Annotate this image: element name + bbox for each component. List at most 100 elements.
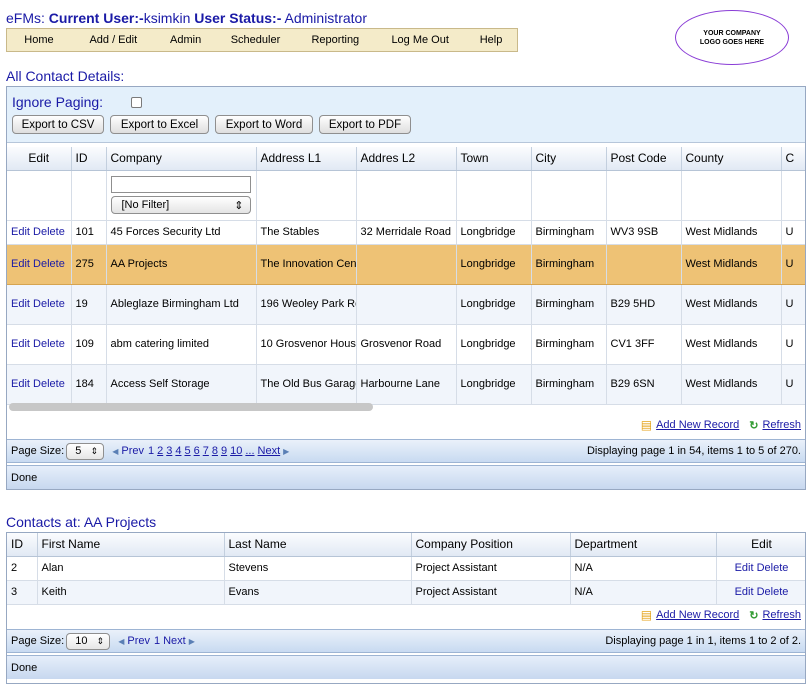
menu-home[interactable]: Home — [24, 34, 54, 46]
row-actions: Edit Delete — [716, 580, 805, 605]
page-link[interactable]: 7 — [202, 445, 209, 457]
col-address-l1[interactable]: Address L1 — [256, 147, 357, 171]
col-first-name[interactable]: First Name — [37, 533, 225, 557]
next-arrow-icon: ▶ — [188, 636, 195, 646]
col-company[interactable]: Company — [106, 147, 257, 171]
menu-reporting[interactable]: Reporting — [311, 34, 360, 46]
col-id[interactable]: ID — [7, 533, 38, 557]
page-link[interactable]: 3 — [166, 445, 173, 457]
row-company: AA Projects — [106, 244, 257, 285]
export-excel-button[interactable]: Export to Excel — [110, 115, 209, 134]
add-new-record-link[interactable]: Add New Record — [656, 609, 740, 621]
col-town[interactable]: Town — [456, 147, 532, 171]
edit-link[interactable]: Edit — [734, 562, 754, 574]
page-link[interactable]: 1 — [147, 445, 155, 457]
row-last-name: Stevens — [224, 556, 412, 581]
user-status: Administrator — [284, 10, 367, 26]
row-last-name: Evans — [224, 580, 412, 605]
refresh-link[interactable]: Refresh — [762, 609, 801, 621]
menu-admin[interactable]: Admin — [170, 34, 202, 46]
table-row[interactable]: Edit Delete 101 45 Forces Security Ltd The … — [7, 220, 805, 245]
table-row[interactable]: 3 Keith Evans Project Assistant N/A Edit Dele… — [7, 580, 805, 605]
table-row[interactable]: Edit Delete 109 abm catering limited 10 Gro… — [7, 324, 805, 365]
row-id: 19 — [71, 284, 107, 325]
row-town: Longbridge — [456, 364, 532, 405]
menu-add-edit[interactable]: Add / Edit — [89, 34, 138, 46]
menu-log-me-out[interactable]: Log Me Out — [391, 34, 449, 46]
col-edit[interactable]: Edit — [7, 147, 72, 171]
row-county: West Midlands — [681, 324, 782, 365]
page-size-select[interactable]: 5 ⇕ — [66, 442, 105, 460]
app-name: eFMs: — [6, 10, 45, 26]
page-link[interactable]: 1 — [153, 635, 161, 647]
page-link[interactable]: 9 — [220, 445, 228, 457]
col-address-l2[interactable]: Addres L2 — [356, 147, 457, 171]
edit-link[interactable]: Edit — [11, 298, 30, 310]
edit-link[interactable]: Edit — [734, 586, 754, 598]
ignore-paging-checkbox[interactable] — [131, 97, 142, 108]
delete-link[interactable]: Delete — [33, 258, 65, 270]
col-id[interactable]: ID — [71, 147, 107, 171]
page-link[interactable]: 8 — [211, 445, 218, 457]
next-link[interactable]: Next — [163, 635, 186, 647]
delete-link[interactable]: Delete — [756, 562, 789, 574]
company-logo: YOUR COMPANY LOGO GOES HERE — [675, 10, 789, 65]
col-department[interactable]: Department — [570, 533, 717, 557]
col-last-name[interactable]: Last Name — [224, 533, 412, 557]
table-row[interactable]: 2 Alan Stevens Project Assistant N/A Edit Del… — [7, 556, 805, 581]
delete-link[interactable]: Delete — [33, 226, 65, 238]
company-filter-select[interactable]: [No Filter] ⇕ — [110, 196, 251, 214]
edit-link[interactable]: Edit — [11, 378, 30, 390]
page-link[interactable]: ... — [245, 445, 255, 457]
col-county[interactable]: County — [681, 147, 782, 171]
page-size-select[interactable]: 10 ⇕ — [66, 632, 111, 650]
table-row[interactable]: Edit Delete 184 Access Self Storage The Old… — [7, 364, 805, 405]
col-company-position[interactable]: Company Position — [411, 533, 571, 557]
edit-link[interactable]: Edit — [11, 258, 30, 270]
next-link[interactable]: Next — [257, 445, 281, 457]
prev-link[interactable]: Prev — [121, 445, 144, 457]
delete-link[interactable]: Delete — [33, 378, 65, 390]
export-pdf-button[interactable]: Export to PDF — [319, 115, 411, 134]
row-id: 3 — [7, 580, 38, 605]
next-arrow-icon: ▶ — [283, 446, 290, 456]
page-link[interactable]: 4 — [175, 445, 182, 457]
prev-link[interactable]: Prev — [127, 635, 150, 647]
menu-scheduler[interactable]: Scheduler — [230, 34, 281, 46]
refresh-link[interactable]: Refresh — [762, 419, 801, 431]
export-word-button[interactable]: Export to Word — [215, 115, 313, 134]
row-first-name: Alan — [37, 556, 225, 581]
col-post-code[interactable]: Post Code — [606, 147, 682, 171]
menu-help[interactable]: Help — [479, 34, 503, 46]
row-company: abm catering limited — [106, 324, 257, 365]
company-filter-input[interactable] — [110, 176, 251, 193]
row-actions: Edit Delete — [716, 556, 805, 581]
table-row[interactable]: Edit Delete 19 Ableglaze Birmingham Ltd 196… — [7, 284, 805, 325]
table-row[interactable]: Edit Delete 275 AA Projects The Innovation … — [7, 244, 805, 285]
col-c[interactable]: C — [781, 147, 805, 171]
add-new-record-link[interactable]: Add New Record — [656, 419, 740, 431]
header-title: eFMs: Current User:-ksimkin User Status:… — [6, 10, 367, 26]
col-city[interactable]: City — [531, 147, 607, 171]
page-link[interactable]: 5 — [184, 445, 191, 457]
row-address-l1: 10 Grosvenor House — [256, 324, 357, 365]
page-link[interactable]: 2 — [157, 445, 164, 457]
export-csv-button[interactable]: Export to CSV — [12, 115, 104, 134]
row-county: West Midlands — [681, 220, 782, 245]
row-post-code: B29 5HD — [606, 284, 682, 325]
contacts-section-title: All Contact Details: — [6, 68, 125, 84]
page-link[interactable]: 6 — [193, 445, 200, 457]
row-id: 109 — [71, 324, 107, 365]
delete-link[interactable]: Delete — [33, 338, 65, 350]
delete-link[interactable]: Delete — [33, 298, 65, 310]
edit-link[interactable]: Edit — [11, 338, 30, 350]
col-edit[interactable]: Edit — [716, 533, 805, 557]
row-company: Access Self Storage — [106, 364, 257, 405]
horizontal-scrollbar[interactable] — [9, 403, 373, 411]
row-id: 184 — [71, 364, 107, 405]
contacts-table: Edit ID Company Address L1 Addres L2 Tow… — [7, 147, 805, 405]
page-link[interactable]: 10 — [230, 445, 243, 457]
select-arrows-icon: ⇕ — [90, 445, 99, 456]
delete-link[interactable]: Delete — [756, 586, 789, 598]
edit-link[interactable]: Edit — [11, 226, 30, 238]
